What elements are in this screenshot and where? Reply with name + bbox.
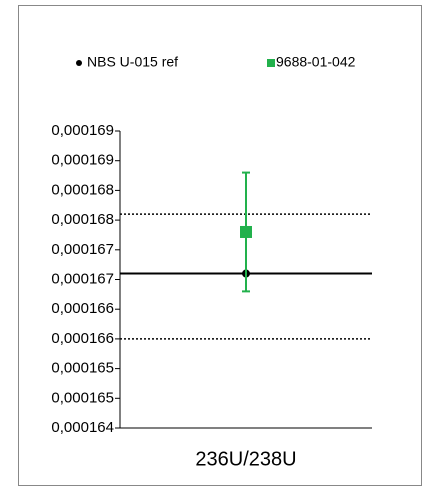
y-tick-label: 0,000166 xyxy=(51,300,114,317)
legend-marker xyxy=(267,59,275,67)
y-tick-label: 0,000168 xyxy=(51,181,114,198)
x-tick-label: 236U/238U xyxy=(195,448,296,470)
legend-label: NBS U-015 ref xyxy=(87,54,178,70)
point xyxy=(240,225,252,238)
y-tick-label: 0,000167 xyxy=(51,241,114,258)
y-tick-label: 0,000165 xyxy=(51,389,114,406)
y-tick-label: 0,000167 xyxy=(51,270,114,287)
y-tick-label: 0,000166 xyxy=(51,330,114,347)
legend-marker xyxy=(76,60,82,66)
y-tick-label: 0,000169 xyxy=(51,152,114,169)
chart-border xyxy=(18,5,422,486)
y-tick-label: 0,000165 xyxy=(51,360,114,377)
y-tick-label: 0,000164 xyxy=(51,419,114,436)
y-tick-label: 0,000168 xyxy=(51,211,114,228)
legend-label: 9688-01-042 xyxy=(276,54,356,70)
y-tick-label: 0,000169 xyxy=(51,122,114,139)
